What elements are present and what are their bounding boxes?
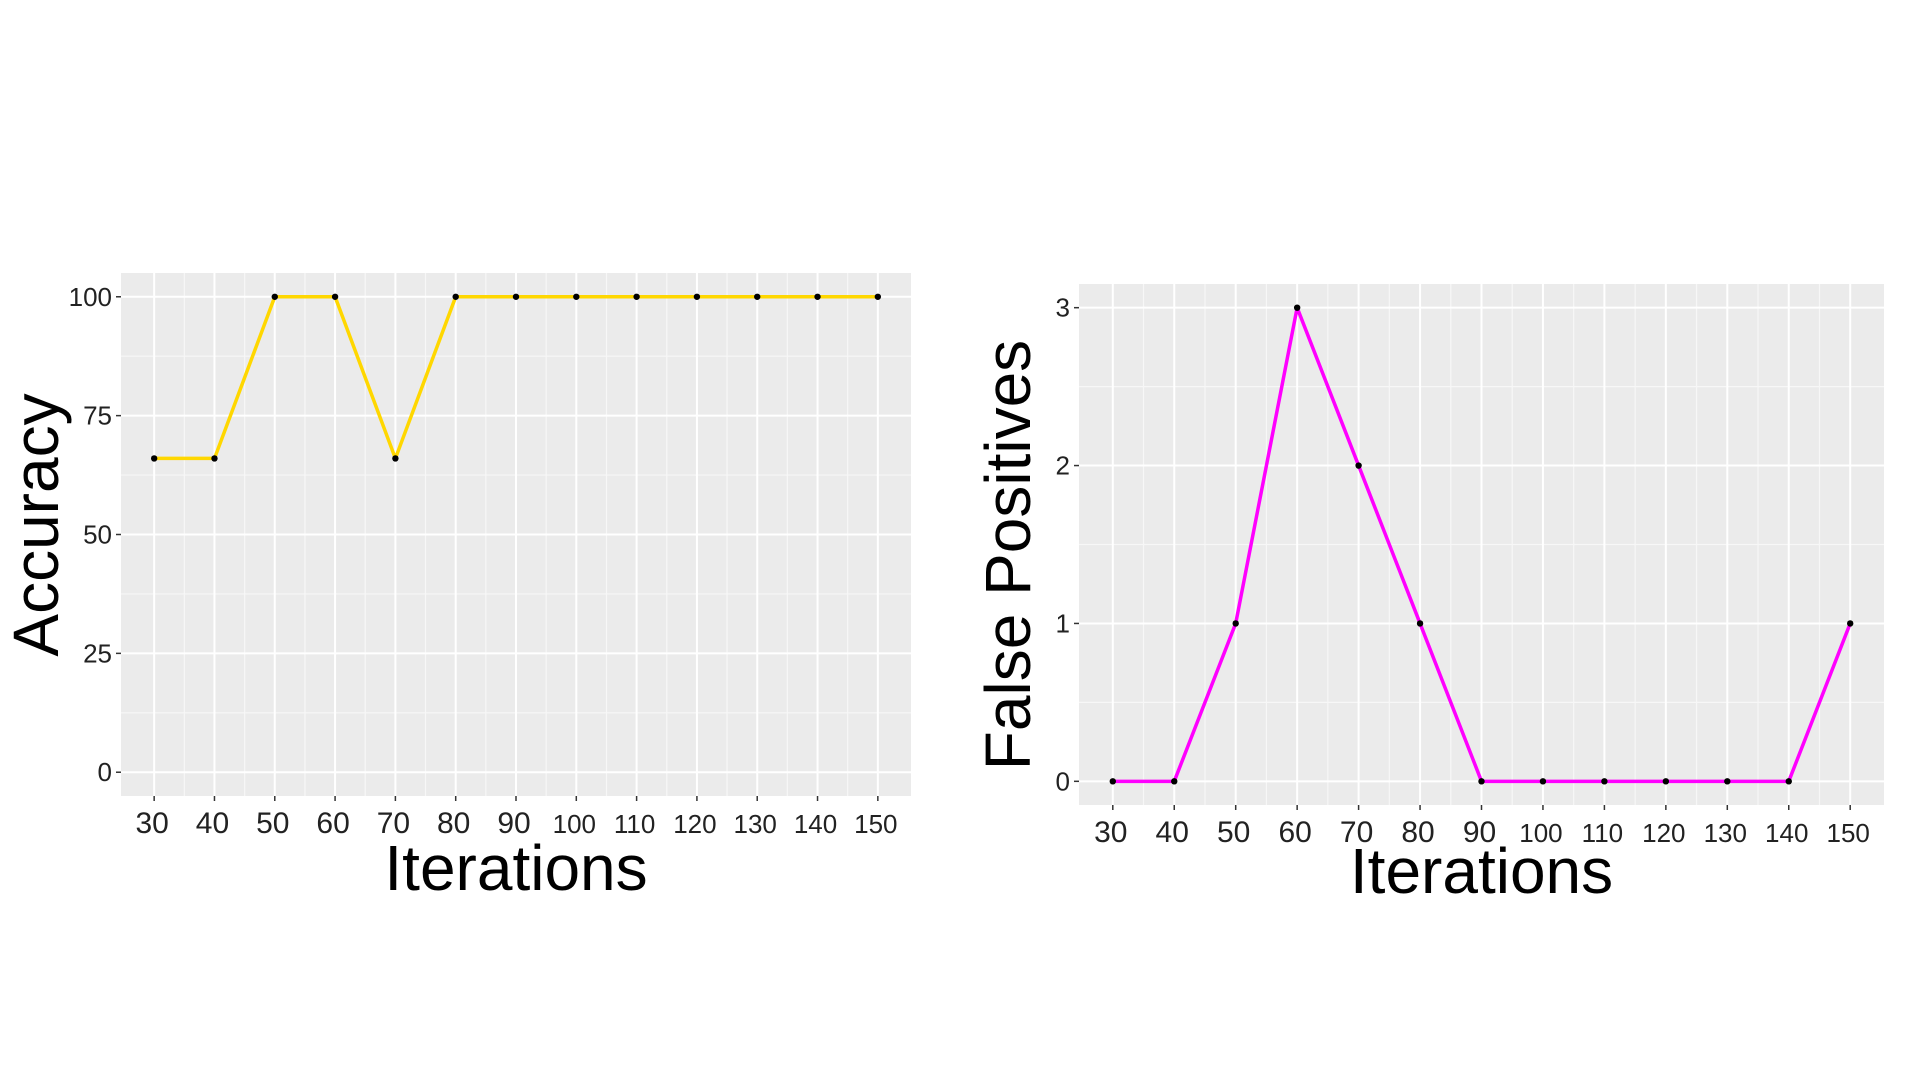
x-tick-label: 100 [553,809,596,839]
data-point [1724,778,1731,785]
data-point [1355,462,1362,469]
x-tick-label: 130 [734,809,777,839]
x-tick-label: 80 [1401,816,1434,849]
data-point [693,293,701,300]
x-tick-label: 80 [437,807,470,840]
x-tick-label: 50 [256,807,289,840]
x-tick-label: 90 [497,807,530,840]
data-point [1847,620,1854,627]
y-axis-label: False Positives [972,340,1044,770]
data-point [512,293,520,300]
y-tick-label: 75 [83,401,112,431]
x-axis-label: Iterations [384,832,647,904]
y-tick-label: 25 [83,638,112,668]
data-point [1232,620,1239,627]
y-tick-label: 2 [1056,451,1070,481]
x-tick-label: 120 [1642,818,1685,848]
data-point [1601,778,1608,785]
data-point [392,455,399,462]
x-tick-label: 110 [614,809,655,839]
x-tick-label: 40 [1156,816,1189,849]
data-point [573,293,580,300]
x-tick-label: 60 [316,807,349,840]
x-tick-label: 140 [794,809,837,839]
y-tick-label: 1 [1056,608,1070,638]
data-point [1171,778,1178,785]
data-point [1785,778,1792,785]
x-tick-label: 30 [1094,816,1127,849]
x-tick-label: 90 [1463,816,1496,849]
x-tick-label: 150 [1827,818,1870,848]
data-point [211,455,218,462]
data-point [1662,778,1670,785]
data-point [1416,620,1424,627]
y-tick-label: 0 [1056,766,1070,796]
data-point [452,293,459,300]
data-point [754,293,761,300]
data-point [1478,778,1485,785]
data-point [1109,778,1116,785]
x-axis-label: Iterations [1350,835,1613,907]
x-tick-label: 120 [673,809,716,839]
y-tick-label: 50 [83,520,112,550]
x-tick-label: 110 [1582,818,1623,848]
data-point [814,293,821,300]
accuracy-chart: 0 25 50 75 100 30 40 50 60 70 80 90 100 110 120 130 140 1… [0,273,911,904]
y-tick-label: 0 [98,757,112,787]
data-point [874,293,882,300]
x-tick-label: 60 [1278,816,1311,849]
x-tick-label: 30 [135,807,168,840]
y-axis-label: Accuracy [0,393,72,656]
x-tick-label: 100 [1519,818,1562,848]
data-point [331,293,339,300]
data-point [150,455,158,462]
x-tick-label: 40 [196,807,229,840]
x-tick-label: 70 [377,807,410,840]
x-tick-label: 140 [1765,818,1808,848]
x-tick-label: 130 [1704,818,1747,848]
data-point [271,293,278,300]
data-point [633,293,640,300]
x-tick-label: 150 [854,809,897,839]
data-point [1539,778,1547,785]
data-point [1293,304,1301,311]
y-tick-label: 100 [69,282,112,312]
y-tick-label: 3 [1056,293,1070,323]
false-positives-chart: 0 1 2 3 30 40 50 60 70 80 90 100 110 120 130 140 150 Iter… [972,284,1884,907]
x-tick-label: 50 [1217,816,1250,849]
x-tick-label: 70 [1340,816,1373,849]
